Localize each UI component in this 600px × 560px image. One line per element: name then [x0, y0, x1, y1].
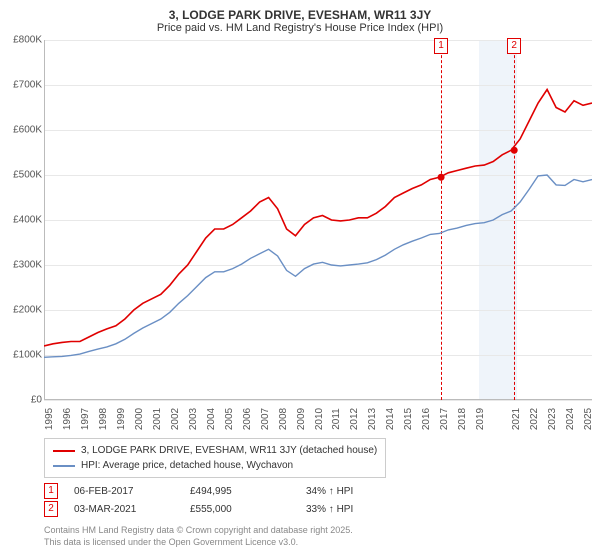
marker-price: £494,995: [190, 486, 290, 497]
legend-row: HPI: Average price, detached house, Wych…: [53, 458, 377, 473]
y-axis-label: £800K: [2, 35, 42, 46]
y-axis-label: £0: [2, 395, 42, 406]
legend-row: 3, LODGE PARK DRIVE, EVESHAM, WR11 3JY (…: [53, 443, 377, 458]
marker-delta: 33% ↑ HPI: [306, 504, 406, 515]
x-axis-label: 2019: [475, 408, 486, 430]
legend-swatch: [53, 450, 75, 452]
chart-title-main: 3, LODGE PARK DRIVE, EVESHAM, WR11 3JY: [0, 0, 600, 22]
x-axis-label: 1999: [116, 408, 127, 430]
legend-label: HPI: Average price, detached house, Wych…: [81, 460, 293, 471]
marker-table-row: 1 06-FEB-2017 £494,995 34% ↑ HPI: [44, 482, 406, 500]
y-axis-label: £400K: [2, 215, 42, 226]
marker-dot: [511, 147, 518, 154]
x-axis-label: 2014: [385, 408, 396, 430]
x-axis-label: 1996: [62, 408, 73, 430]
x-axis-label: 2021: [511, 408, 522, 430]
attribution-line2: This data is licensed under the Open Gov…: [44, 536, 353, 548]
marker-table: 1 06-FEB-2017 £494,995 34% ↑ HPI 2 03-MAR-202…: [44, 482, 406, 518]
x-axis-label: 2010: [314, 408, 325, 430]
y-axis-label: £300K: [2, 260, 42, 271]
series-svg: [44, 40, 592, 400]
marker-delta: 34% ↑ HPI: [306, 486, 406, 497]
series-price_paid: [44, 90, 592, 347]
marker-date: 06-FEB-2017: [74, 486, 174, 497]
y-axis-label: £500K: [2, 170, 42, 181]
legend-swatch: [53, 465, 75, 467]
x-axis-label: 2016: [421, 408, 432, 430]
x-axis-label: 2025: [583, 408, 594, 430]
x-axis-label: 2024: [565, 408, 576, 430]
x-axis-label: 2012: [349, 408, 360, 430]
marker-date: 03-MAR-2021: [74, 504, 174, 515]
x-axis-label: 1997: [80, 408, 91, 430]
x-axis-label: 2002: [170, 408, 181, 430]
y-axis-label: £100K: [2, 350, 42, 361]
y-axis-label: £200K: [2, 305, 42, 316]
chart-area: £0£100K£200K£300K£400K£500K£600K£700K£80…: [44, 40, 592, 400]
x-axis-label: 2017: [439, 408, 450, 430]
gridline: [44, 400, 592, 401]
x-axis-label: 2006: [242, 408, 253, 430]
plot-region: £0£100K£200K£300K£400K£500K£600K£700K£80…: [44, 40, 592, 400]
attribution-line1: Contains HM Land Registry data © Crown c…: [44, 524, 353, 536]
x-axis-label: 2000: [134, 408, 145, 430]
attribution: Contains HM Land Registry data © Crown c…: [44, 524, 353, 548]
x-axis-label: 2018: [457, 408, 468, 430]
x-axis-label: 2001: [152, 408, 163, 430]
marker-table-row: 2 03-MAR-2021 £555,000 33% ↑ HPI: [44, 500, 406, 518]
x-axis-label: 2003: [188, 408, 199, 430]
x-axis-label: 2004: [206, 408, 217, 430]
x-axis-label: 1995: [44, 408, 55, 430]
series-hpi: [44, 175, 592, 357]
legend-box: 3, LODGE PARK DRIVE, EVESHAM, WR11 3JY (…: [44, 438, 386, 478]
x-axis-label: 2013: [367, 408, 378, 430]
x-axis-label: 1998: [98, 408, 109, 430]
x-axis-label: 2008: [278, 408, 289, 430]
legend-label: 3, LODGE PARK DRIVE, EVESHAM, WR11 3JY (…: [81, 445, 377, 456]
y-axis-label: £700K: [2, 80, 42, 91]
x-axis-label: 2022: [529, 408, 540, 430]
x-axis-label: 2011: [331, 408, 342, 430]
marker-dot: [438, 174, 445, 181]
y-axis-label: £600K: [2, 125, 42, 136]
x-axis-label: 2023: [547, 408, 558, 430]
marker-id-box: 2: [44, 501, 58, 517]
x-axis-label: 2005: [224, 408, 235, 430]
marker-id-box: 1: [44, 483, 58, 499]
x-axis-label: 2007: [260, 408, 271, 430]
x-axis-label: 2015: [403, 408, 414, 430]
marker-price: £555,000: [190, 504, 290, 515]
x-axis-label: 2009: [296, 408, 307, 430]
